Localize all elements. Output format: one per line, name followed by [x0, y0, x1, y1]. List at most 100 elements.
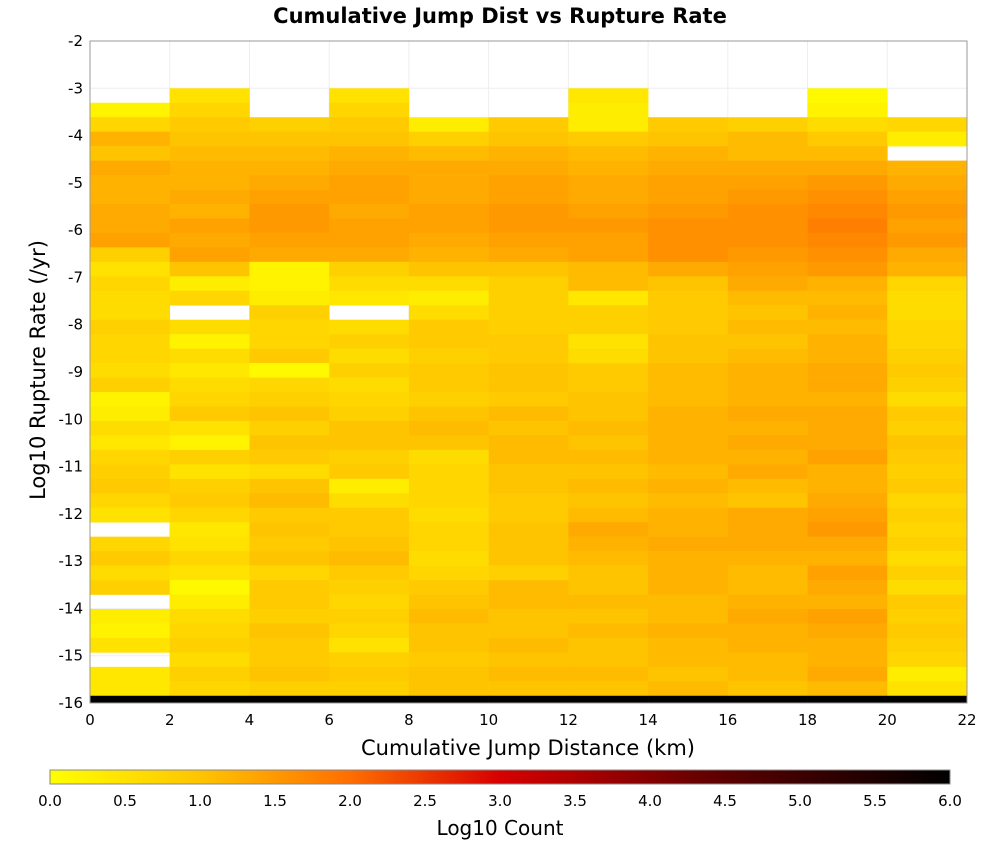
heatmap-cell [329, 348, 410, 364]
heatmap-cell [488, 551, 569, 566]
heatmap-cell [249, 666, 330, 682]
heatmap-cell [488, 334, 569, 349]
heatmap-cell [807, 406, 888, 422]
heatmap-cell [90, 290, 171, 306]
heatmap-cell [887, 377, 968, 393]
heatmap-cell [329, 334, 410, 349]
heatmap-cell [329, 290, 410, 306]
heatmap-cell [568, 203, 649, 219]
heatmap-cell [807, 449, 888, 465]
heatmap-cell [807, 608, 888, 624]
heatmap-cell [727, 551, 808, 566]
heatmap-cell [807, 290, 888, 306]
heatmap-cell [249, 290, 330, 306]
x-axis-label: Cumulative Jump Distance (km) [361, 736, 695, 760]
heatmap-cell [90, 392, 171, 407]
heatmap-cell [568, 580, 649, 595]
heatmap-cell [488, 247, 569, 263]
colorbar-tick-label: 3.0 [488, 792, 512, 810]
heatmap-cell [408, 131, 489, 147]
heatmap-cell [488, 608, 569, 624]
heatmap-cell [90, 478, 171, 494]
heatmap-cell [807, 334, 888, 349]
heatmap-cell [408, 464, 489, 480]
heatmap-cell [90, 565, 171, 581]
y-tick-label: -8 [68, 316, 83, 334]
heatmap-cell [408, 232, 489, 248]
colorbar-tick-label: 2.5 [413, 792, 437, 810]
heatmap-cell [727, 117, 808, 132]
heatmap-cell [90, 117, 171, 132]
heatmap-cell [408, 478, 489, 494]
heatmap-cell [568, 290, 649, 306]
heatmap-cell [488, 536, 569, 552]
heatmap-cell [648, 131, 729, 147]
heatmap-cell [488, 218, 569, 234]
heatmap-cell [329, 232, 410, 248]
heatmap-cell [648, 117, 729, 132]
heatmap-cell [807, 247, 888, 263]
heatmap-cell [648, 406, 729, 422]
heatmap-cell [568, 348, 649, 364]
heatmap-cell [648, 363, 729, 378]
heatmap-cell [249, 218, 330, 234]
x-axis-ticks: 0 2 4 6 8 10 12 14 16 18 20 22 [85, 711, 976, 729]
heatmap-cell [169, 565, 250, 581]
heatmap-cell [329, 652, 410, 668]
heatmap-cell [807, 464, 888, 480]
heatmap-cell [727, 464, 808, 480]
heatmap-cell [169, 652, 250, 668]
heatmap-cell [648, 305, 729, 321]
heatmap-cell [169, 261, 250, 277]
heatmap-cell [807, 507, 888, 523]
heatmap-cell [887, 261, 968, 277]
heatmap-cell [90, 131, 171, 147]
heatmap-cell [169, 681, 250, 697]
heatmap-cell [568, 608, 649, 624]
heatmap-cell [249, 536, 330, 552]
heatmap-cell [488, 348, 569, 364]
heatmap-cell [568, 681, 649, 697]
heatmap-cell [249, 551, 330, 566]
heatmap-cell [568, 464, 649, 480]
heatmap-cell [727, 681, 808, 697]
heatmap-cell [408, 580, 489, 595]
heatmap-cell [249, 348, 330, 364]
heatmap-cell [90, 276, 171, 292]
heatmap-cell [648, 608, 729, 624]
heatmap-cell [648, 493, 729, 509]
heatmap-cell [488, 117, 569, 132]
heatmap-cell [488, 594, 569, 610]
heatmap-cell [727, 247, 808, 263]
heatmap-cell [408, 493, 489, 509]
heatmap-cell [169, 507, 250, 523]
heatmap-cell [329, 565, 410, 581]
heatmap-cell [169, 290, 250, 306]
heatmap-cell [568, 522, 649, 537]
heatmap-cell [568, 175, 649, 190]
heatmap-cell [727, 594, 808, 610]
heatmap-cell [169, 449, 250, 465]
heatmap-cell [90, 681, 171, 697]
heatmap-cell [408, 247, 489, 263]
heatmap-cell [169, 478, 250, 494]
heatmap-cell [488, 406, 569, 422]
heatmap-cell [329, 406, 410, 422]
heatmap-cell [488, 189, 569, 205]
heatmap-cell [169, 637, 250, 653]
heatmap-cell [90, 102, 171, 118]
heatmap-cell [568, 536, 649, 552]
heatmap-cell [249, 478, 330, 494]
heatmap-cell [568, 420, 649, 436]
heatmap-cell [249, 623, 330, 639]
heatmap-cell [90, 305, 171, 321]
heatmap-cell [648, 536, 729, 552]
heatmap-cell [568, 406, 649, 422]
colorbar-tick-label: 4.5 [713, 792, 737, 810]
heatmap-cell [648, 435, 729, 451]
heatmap-cell [408, 695, 489, 704]
x-tick-label: 8 [404, 711, 414, 729]
heatmap-cell [408, 290, 489, 306]
heatmap-cell [648, 637, 729, 653]
heatmap-cell [887, 189, 968, 205]
